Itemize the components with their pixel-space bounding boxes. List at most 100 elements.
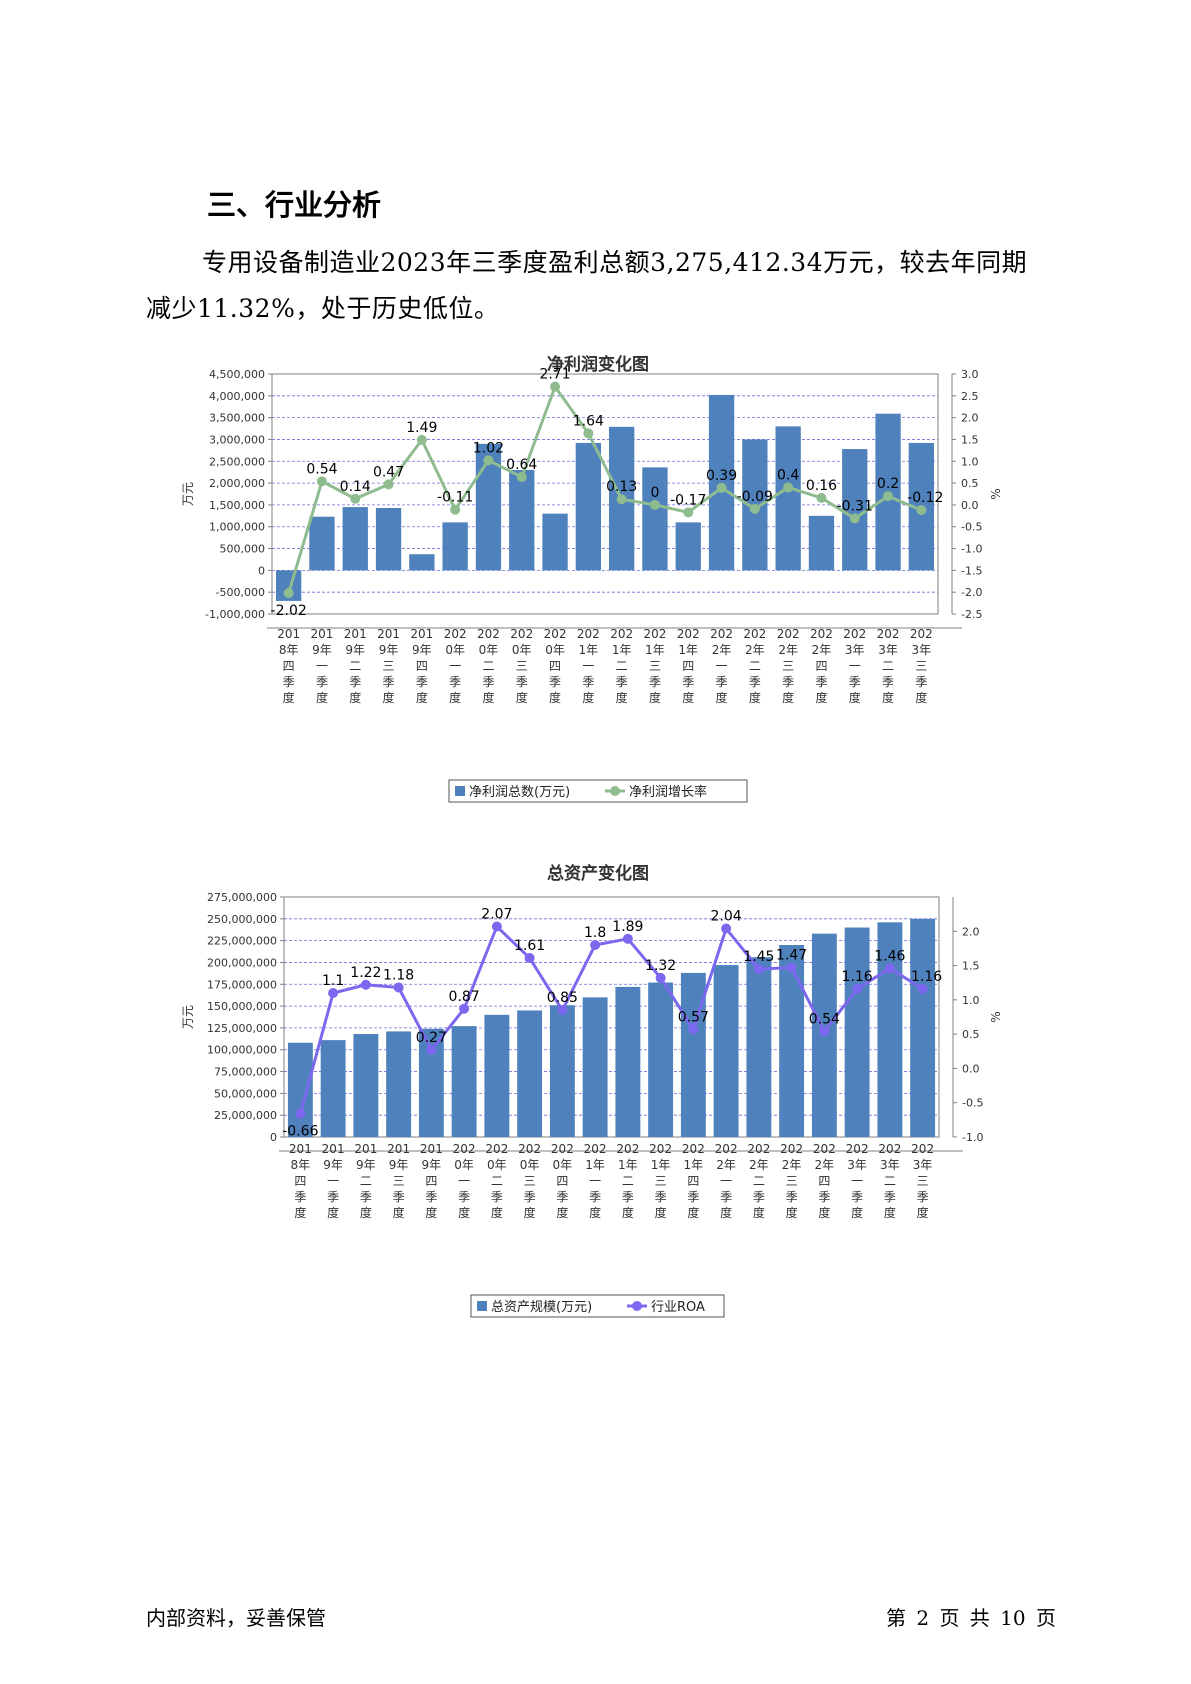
x-tick-label: 202: [453, 1142, 476, 1156]
legend-line-marker: [610, 786, 620, 796]
x-tick-label: 度: [782, 690, 794, 705]
legend-line-label: 行业ROA: [651, 1300, 705, 1315]
bar: [808, 515, 835, 571]
x-tick-label: 季: [393, 1190, 405, 1204]
bar: [642, 467, 668, 571]
data-label: 1.45: [743, 949, 774, 965]
x-tick-label: 季: [786, 1190, 798, 1204]
line-point: [328, 988, 339, 998]
bar: [779, 945, 805, 1137]
line-point: [590, 940, 601, 950]
bar: [442, 522, 468, 571]
x-tick-label: 度: [349, 690, 361, 705]
x-tick-label: 季: [622, 1190, 634, 1204]
y-right-tick-label: 0.0: [961, 499, 979, 512]
section-title: 三、行业分析: [207, 188, 382, 222]
line-series: [298, 923, 924, 1115]
data-label: 0.47: [373, 464, 404, 480]
bar: [708, 394, 735, 571]
y-left-tick-label: 250,000,000: [207, 913, 277, 926]
data-label: 0.16: [806, 478, 837, 494]
x-tick-label: 度: [682, 690, 694, 705]
bar: [484, 1014, 510, 1137]
data-label: 0.54: [306, 461, 337, 477]
bar: [353, 1034, 379, 1137]
data-label: 2.71: [539, 367, 570, 383]
x-tick-label: 季: [349, 675, 361, 689]
legend-bar-label: 总资产规模(万元): [491, 1300, 592, 1315]
x-tick-label: 201: [420, 1142, 443, 1156]
data-label: 2.07: [481, 906, 512, 922]
line-point: [884, 963, 895, 974]
x-tick-label: 季: [655, 1190, 667, 1204]
x-tick-label: 202: [649, 1142, 672, 1156]
y-right-axis-title: %: [989, 1011, 1003, 1022]
y-left-tick-label: 175,000,000: [207, 978, 277, 991]
line-point: [721, 923, 732, 934]
legend-bar-swatch: [477, 1301, 487, 1311]
line-point: [483, 455, 494, 466]
x-tick-label: 季: [749, 675, 761, 689]
bar: [409, 554, 435, 571]
x-tick-label: 四: [294, 1174, 306, 1188]
x-tick-label: 202: [813, 1142, 836, 1156]
total-assets-chart: 总资产变化图 0 25,000,000 50,000,000 75,000,000 100…: [181, 863, 1003, 1318]
x-tick-label: 季: [782, 675, 794, 689]
y-left-tick-label: 25,000,000: [214, 1109, 277, 1122]
x-tick-label: 1年: [579, 643, 599, 657]
line-point: [786, 962, 797, 973]
y-right-tick-label: -1.0: [961, 543, 982, 556]
x-tick-label: 三: [649, 659, 661, 673]
x-tick-label: 度: [655, 1205, 667, 1220]
x-tick-label: 二: [349, 659, 361, 673]
data-label: 1.18: [383, 968, 414, 984]
y-left-tick-label: 4,500,000: [209, 368, 265, 381]
x-tick-label: 202: [616, 1142, 639, 1156]
x-tick-label: 度: [458, 1205, 470, 1220]
data-label: 1.89: [612, 919, 643, 935]
x-tick-label: 季: [915, 675, 927, 689]
y-right-tick-label: -2.5: [961, 608, 982, 621]
x-tick-label: 度: [316, 690, 328, 705]
x-tick-label: 8年: [291, 1158, 311, 1172]
data-label: 0.54: [809, 1011, 840, 1027]
x-tick-label: 3年: [880, 1158, 900, 1172]
line-point: [916, 505, 927, 516]
x-tick-label: 202: [810, 627, 833, 641]
x-tick-label: 度: [622, 1205, 634, 1220]
x-tick-label: 8年: [279, 643, 299, 657]
x-tick-label: 3年: [847, 1158, 867, 1172]
data-label: 0.2: [877, 476, 899, 492]
x-tick-label: 202: [846, 1142, 869, 1156]
y-left-tick-label: 100,000,000: [207, 1044, 277, 1057]
x-tick-label: 202: [715, 1142, 738, 1156]
x-tick-label: 202: [710, 627, 733, 641]
x-tick-label: 季: [482, 675, 494, 689]
bar: [746, 957, 772, 1137]
x-tick-label: 度: [283, 690, 295, 705]
line-point: [716, 482, 727, 493]
data-label: -0.31: [837, 498, 873, 514]
y-right-tick-label: -1.5: [961, 564, 982, 577]
data-label: 1.47: [776, 948, 807, 964]
line-point: [753, 964, 764, 974]
x-tick-label: 9年: [379, 643, 399, 657]
x-tick-label: 季: [616, 675, 628, 689]
x-tick-label: 2年: [749, 1158, 769, 1172]
line-point: [426, 1044, 437, 1055]
footer-confidential: 内部资料，妥善保管: [146, 1606, 326, 1630]
y-left-tick-label: 75,000,000: [214, 1066, 277, 1079]
x-tick-label: 一: [851, 1174, 863, 1188]
line-point: [883, 491, 894, 502]
line-point: [819, 1026, 830, 1037]
x-tick-label: 202: [643, 627, 666, 641]
x-tick-label: 度: [616, 690, 628, 705]
x-tick-label: 季: [582, 675, 594, 689]
x-tick-label: 201: [277, 627, 300, 641]
data-label: 1.61: [514, 938, 545, 954]
line-point: [450, 504, 461, 515]
x-tick-label: 度: [360, 1205, 372, 1220]
x-tick-label: 季: [882, 675, 894, 689]
x-tick-label: 季: [849, 675, 861, 689]
x-tick-label: 度: [383, 690, 395, 705]
